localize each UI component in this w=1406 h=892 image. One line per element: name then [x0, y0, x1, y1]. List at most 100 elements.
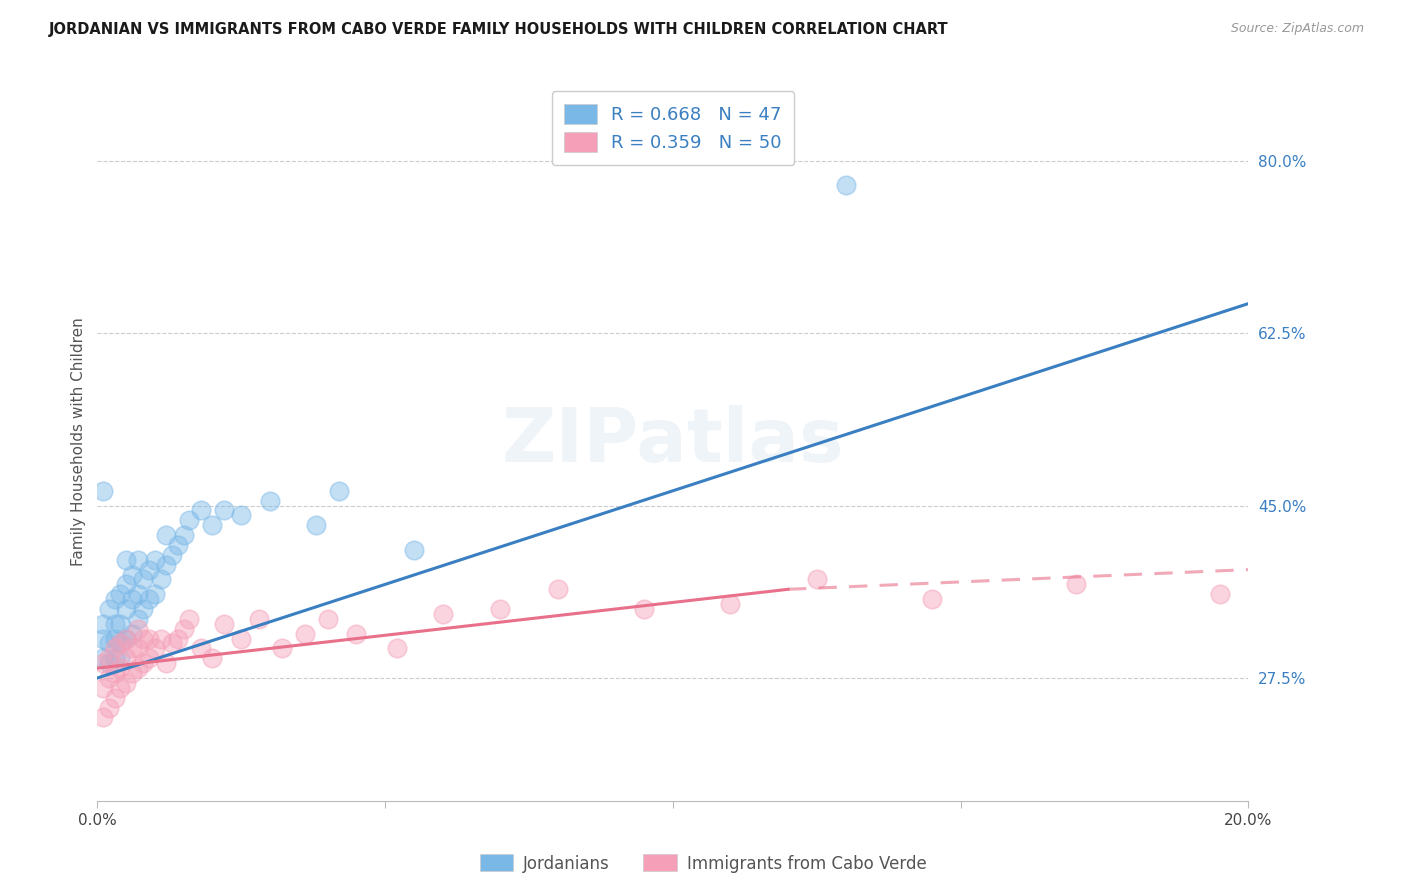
Point	[97, 700, 120, 714]
Point	[138, 592, 160, 607]
Point	[127, 587, 149, 601]
Point	[179, 612, 201, 626]
Point	[720, 597, 742, 611]
Point	[127, 553, 149, 567]
Point	[259, 493, 281, 508]
Point	[201, 518, 224, 533]
Y-axis label: Family Households with Children: Family Households with Children	[72, 318, 86, 566]
Point	[633, 602, 655, 616]
Point	[143, 553, 166, 567]
Point	[247, 612, 270, 626]
Point	[91, 710, 114, 724]
Point	[121, 626, 143, 640]
Point	[104, 666, 127, 681]
Point	[104, 616, 127, 631]
Point	[132, 656, 155, 670]
Point	[160, 636, 183, 650]
Point	[132, 602, 155, 616]
Point	[104, 651, 127, 665]
Point	[127, 661, 149, 675]
Point	[110, 651, 132, 665]
Point	[432, 607, 454, 621]
Point	[270, 641, 292, 656]
Point	[97, 651, 120, 665]
Point	[138, 651, 160, 665]
Point	[121, 592, 143, 607]
Point	[489, 602, 512, 616]
Point	[328, 483, 350, 498]
Point	[127, 622, 149, 636]
Point	[212, 503, 235, 517]
Point	[138, 563, 160, 577]
Point	[179, 513, 201, 527]
Point	[121, 641, 143, 656]
Point	[91, 656, 114, 670]
Point	[231, 632, 253, 646]
Text: ZIPatlas: ZIPatlas	[502, 405, 844, 478]
Point	[91, 681, 114, 695]
Point	[385, 641, 408, 656]
Point	[110, 636, 132, 650]
Point	[104, 592, 127, 607]
Point	[149, 573, 172, 587]
Point	[143, 641, 166, 656]
Point	[115, 632, 138, 646]
Point	[201, 651, 224, 665]
Point	[231, 508, 253, 523]
Point	[91, 616, 114, 631]
Point	[402, 542, 425, 557]
Point	[91, 483, 114, 498]
Point	[143, 587, 166, 601]
Point	[115, 602, 138, 616]
Point	[97, 656, 120, 670]
Point	[155, 558, 177, 572]
Point	[834, 178, 856, 193]
Point	[173, 528, 195, 542]
Point	[132, 573, 155, 587]
Point	[1208, 587, 1230, 601]
Point	[97, 671, 120, 685]
Legend: Jordanians, Immigrants from Cabo Verde: Jordanians, Immigrants from Cabo Verde	[472, 847, 934, 880]
Point	[115, 632, 138, 646]
Point	[110, 681, 132, 695]
Point	[127, 641, 149, 656]
Point	[115, 553, 138, 567]
Text: JORDANIAN VS IMMIGRANTS FROM CABO VERDE FAMILY HOUSEHOLDS WITH CHILDREN CORRELAT: JORDANIAN VS IMMIGRANTS FROM CABO VERDE …	[49, 22, 949, 37]
Point	[173, 622, 195, 636]
Point	[121, 666, 143, 681]
Point	[212, 616, 235, 631]
Point	[110, 636, 132, 650]
Point	[190, 503, 212, 517]
Point	[110, 587, 132, 601]
Point	[97, 602, 120, 616]
Point	[155, 528, 177, 542]
Point	[115, 676, 138, 690]
Text: Source: ZipAtlas.com: Source: ZipAtlas.com	[1230, 22, 1364, 36]
Point	[1064, 577, 1087, 591]
Point	[104, 690, 127, 705]
Point	[121, 567, 143, 582]
Legend: R = 0.668   N = 47, R = 0.359   N = 50: R = 0.668 N = 47, R = 0.359 N = 50	[551, 91, 794, 165]
Point	[316, 612, 339, 626]
Point	[344, 626, 367, 640]
Point	[138, 632, 160, 646]
Point	[110, 616, 132, 631]
Point	[110, 661, 132, 675]
Point	[167, 632, 190, 646]
Point	[132, 632, 155, 646]
Point	[167, 538, 190, 552]
Point	[104, 632, 127, 646]
Point	[160, 548, 183, 562]
Point	[294, 626, 316, 640]
Point	[190, 641, 212, 656]
Point	[115, 651, 138, 665]
Point	[921, 592, 943, 607]
Point	[127, 612, 149, 626]
Point	[149, 632, 172, 646]
Point	[155, 656, 177, 670]
Point	[97, 636, 120, 650]
Point	[547, 582, 569, 597]
Point	[104, 641, 127, 656]
Point	[115, 577, 138, 591]
Point	[91, 651, 114, 665]
